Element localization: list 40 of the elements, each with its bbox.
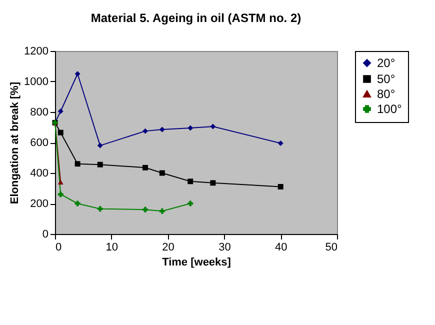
point: [159, 208, 165, 214]
x-tick-label: 30: [218, 242, 231, 254]
x-tick-label: 10: [106, 242, 118, 254]
y-tick-label: 800: [30, 106, 48, 118]
point: [278, 184, 284, 190]
point: [188, 125, 194, 131]
y-tick-label: 1000: [24, 76, 48, 88]
point: [97, 162, 103, 168]
x-axis-title: Time [weeks]: [162, 256, 232, 268]
point: [97, 142, 103, 148]
point: [278, 140, 284, 146]
y-tick-label: 200: [30, 198, 48, 210]
point: [210, 124, 216, 130]
legend-label: 100°: [377, 102, 402, 116]
y-axis-title: Elongation at break [%]: [9, 82, 22, 204]
point: [97, 206, 103, 212]
point: [142, 128, 148, 134]
point: [58, 192, 64, 198]
y-tick-label: 1200: [24, 46, 48, 58]
point: [58, 130, 64, 136]
point: [159, 170, 165, 176]
chart-title: Material 5. Ageing in oil (ASTM no. 2): [90, 11, 302, 25]
point: [159, 126, 165, 132]
y-tick-label: 400: [30, 168, 48, 180]
y-tick-label: 600: [30, 137, 48, 149]
point: [142, 206, 148, 212]
x-tick-label: 50: [325, 242, 338, 254]
point: [58, 108, 64, 114]
x-tick-label: 40: [274, 242, 288, 254]
point: [74, 71, 80, 77]
point: [142, 164, 148, 170]
y-tick-label: 0: [42, 228, 48, 240]
point: [210, 180, 216, 186]
x-tick-label: 0: [56, 242, 62, 254]
legend-label: 20°: [377, 56, 396, 70]
point: [74, 161, 80, 167]
point: [188, 178, 194, 184]
legend-label: 80°: [377, 87, 396, 101]
x-tick-label: 20: [162, 242, 174, 254]
legend-label: 50°: [377, 72, 396, 86]
